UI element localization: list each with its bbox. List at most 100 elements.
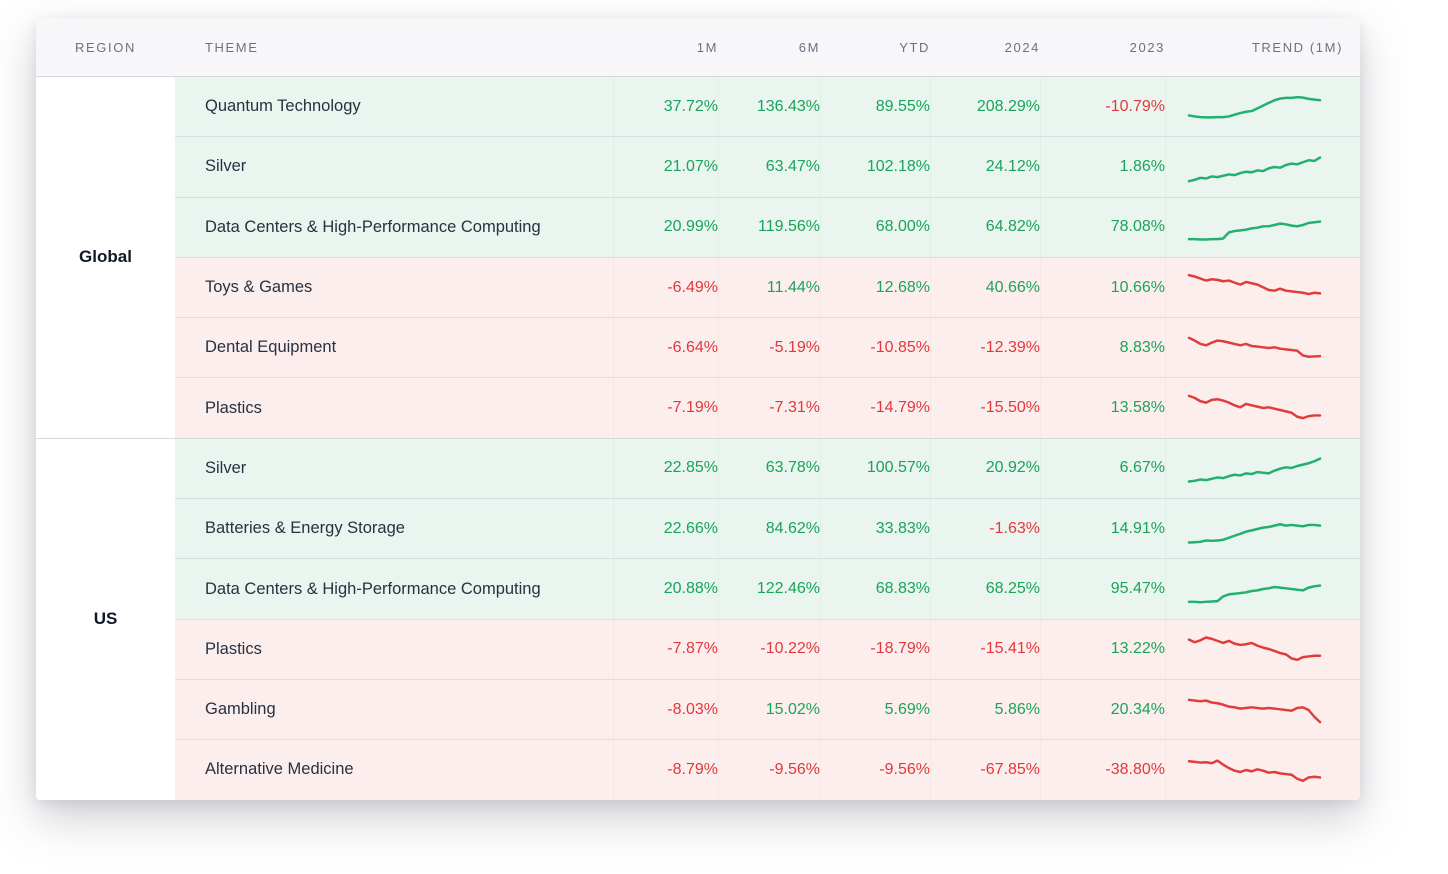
value-ytd: 68.83% — [820, 559, 930, 618]
table-row[interactable]: Data Centers & High-Performance Computin… — [175, 196, 1360, 257]
value-ytd: 100.57% — [820, 439, 930, 498]
trend-sparkline — [1165, 680, 1360, 739]
value-ytd: 68.00% — [820, 198, 930, 257]
value-1m: -6.64% — [613, 318, 718, 377]
value-1m: -8.03% — [613, 680, 718, 739]
table-row[interactable]: Plastics -7.87% -10.22% -18.79% -15.41% … — [175, 618, 1360, 679]
table-header-row: REGION THEME 1M 6M YTD 2024 2023 TREND (… — [36, 18, 1360, 77]
value-2024: 208.29% — [930, 77, 1040, 136]
value-6m: 136.43% — [718, 77, 820, 136]
performance-table: REGION THEME 1M 6M YTD 2024 2023 TREND (… — [36, 18, 1360, 800]
region-section: US Silver 22.85% 63.78% 100.57% 20.92% 6… — [36, 437, 1360, 800]
value-ytd: 5.69% — [820, 680, 930, 739]
value-6m: -7.31% — [718, 378, 820, 437]
value-6m: 11.44% — [718, 258, 820, 317]
table-body: Global Quantum Technology 37.72% 136.43%… — [36, 77, 1360, 800]
theme-cell: Alternative Medicine — [205, 760, 354, 779]
region-cell: US — [36, 438, 175, 800]
trend-sparkline — [1165, 740, 1360, 799]
theme-cell: Quantum Technology — [205, 97, 361, 116]
value-2023: 6.67% — [1040, 439, 1165, 498]
value-1m: -7.87% — [613, 620, 718, 679]
value-6m: 119.56% — [718, 198, 820, 257]
value-6m: 84.62% — [718, 499, 820, 558]
table-row[interactable]: Gambling -8.03% 15.02% 5.69% 5.86% 20.34… — [175, 678, 1360, 740]
theme-cell: Dental Equipment — [205, 338, 337, 357]
trend-sparkline — [1165, 258, 1360, 317]
table-row[interactable]: Plastics -7.19% -7.31% -14.79% -15.50% 1… — [175, 377, 1360, 438]
table-row[interactable]: Alternative Medicine -8.79% -9.56% -9.56… — [175, 739, 1360, 800]
header-trend-1m: TREND (1M) — [1251, 39, 1343, 55]
value-2024: 24.12% — [930, 137, 1040, 196]
value-1m: -7.19% — [613, 378, 718, 437]
value-2023: 10.66% — [1040, 258, 1165, 317]
table-row[interactable]: Toys & Games -6.49% 11.44% 12.68% 40.66%… — [175, 256, 1360, 318]
trend-sparkline — [1165, 77, 1360, 136]
header-theme: THEME — [205, 39, 259, 55]
section-rows: Silver 22.85% 63.78% 100.57% 20.92% 6.67… — [175, 438, 1360, 800]
theme-cell: Plastics — [205, 398, 262, 417]
header-2024: 2024 — [1004, 39, 1040, 55]
value-2023: 13.58% — [1040, 378, 1165, 437]
value-2023: 78.08% — [1040, 198, 1165, 257]
value-ytd: 102.18% — [820, 137, 930, 196]
trend-sparkline — [1165, 559, 1360, 618]
value-6m: -10.22% — [718, 620, 820, 679]
table-row[interactable]: Dental Equipment -6.64% -5.19% -10.85% -… — [175, 317, 1360, 378]
table-row[interactable]: Silver 22.85% 63.78% 100.57% 20.92% 6.67… — [175, 438, 1360, 499]
value-2023: 95.47% — [1040, 559, 1165, 618]
trend-sparkline — [1165, 198, 1360, 257]
value-ytd: 89.55% — [820, 77, 930, 136]
table-row[interactable]: Quantum Technology 37.72% 136.43% 89.55%… — [175, 77, 1360, 137]
trend-sparkline — [1165, 499, 1360, 558]
header-ytd: YTD — [899, 39, 930, 55]
theme-cell: Silver — [205, 157, 247, 176]
value-2024: -15.50% — [930, 378, 1040, 437]
value-1m: 20.99% — [613, 198, 718, 257]
table-row[interactable]: Data Centers & High-Performance Computin… — [175, 558, 1360, 619]
value-2023: 8.83% — [1040, 318, 1165, 377]
value-2023: 13.22% — [1040, 620, 1165, 679]
region-label: Global — [79, 247, 132, 267]
theme-cell: Plastics — [205, 639, 262, 658]
trend-sparkline — [1165, 318, 1360, 377]
value-6m: -9.56% — [718, 740, 820, 799]
theme-cell: Gambling — [205, 700, 276, 719]
value-6m: -5.19% — [718, 318, 820, 377]
header-1m: 1M — [696, 39, 718, 55]
value-ytd: -18.79% — [820, 620, 930, 679]
table-row[interactable]: Silver 21.07% 63.47% 102.18% 24.12% 1.86… — [175, 136, 1360, 197]
value-2024: -67.85% — [930, 740, 1040, 799]
header-6m: 6M — [798, 39, 820, 55]
value-6m: 63.47% — [718, 137, 820, 196]
trend-sparkline — [1165, 620, 1360, 679]
table-row[interactable]: Batteries & Energy Storage 22.66% 84.62%… — [175, 498, 1360, 559]
value-1m: 21.07% — [613, 137, 718, 196]
value-1m: -6.49% — [613, 258, 718, 317]
value-6m: 63.78% — [718, 439, 820, 498]
value-2024: -1.63% — [930, 499, 1040, 558]
region-cell: Global — [36, 77, 175, 438]
value-2024: -15.41% — [930, 620, 1040, 679]
value-ytd: -10.85% — [820, 318, 930, 377]
value-2023: 14.91% — [1040, 499, 1165, 558]
theme-cell: Data Centers & High-Performance Computin… — [205, 217, 541, 236]
value-2023: -38.80% — [1040, 740, 1165, 799]
theme-cell: Toys & Games — [205, 278, 313, 297]
value-1m: 20.88% — [613, 559, 718, 618]
theme-cell: Data Centers & High-Performance Computin… — [205, 579, 541, 598]
value-ytd: 12.68% — [820, 258, 930, 317]
theme-cell: Batteries & Energy Storage — [205, 519, 405, 538]
trend-sparkline — [1165, 439, 1360, 498]
value-ytd: -14.79% — [820, 378, 930, 437]
trend-sparkline — [1165, 137, 1360, 196]
value-ytd: 33.83% — [820, 499, 930, 558]
value-2024: 40.66% — [930, 258, 1040, 317]
header-2023: 2023 — [1129, 39, 1165, 55]
value-1m: 22.85% — [613, 439, 718, 498]
section-rows: Quantum Technology 37.72% 136.43% 89.55%… — [175, 77, 1360, 438]
trend-sparkline — [1165, 378, 1360, 437]
value-2024: -12.39% — [930, 318, 1040, 377]
value-2023: 20.34% — [1040, 680, 1165, 739]
